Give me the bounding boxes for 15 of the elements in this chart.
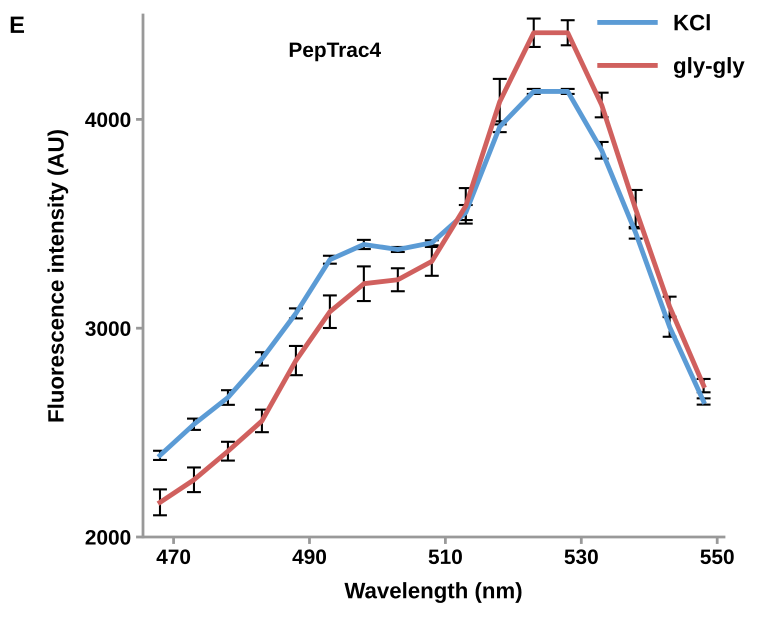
x-tick-label: 510	[428, 549, 462, 564]
line-series	[158, 88, 706, 458]
text: PepTrac4	[290, 42, 381, 62]
y-axis-title: Fluorescence intensity (AU)	[47, 130, 68, 422]
x-tick-label: 530	[564, 549, 598, 564]
text: E	[10, 16, 24, 33]
x-tick-label: 490	[292, 549, 326, 564]
y-tick-label: 2000	[86, 530, 130, 545]
x-axis-title: Wavelength (nm)	[344, 582, 522, 603]
legend-label: gly-gly	[674, 57, 745, 78]
legend-label: KCl	[674, 14, 710, 30]
x-tick-label: 550	[700, 549, 734, 564]
y-tick-label: 3000	[85, 321, 130, 336]
x-tick-label: 470	[156, 549, 190, 564]
y-tick-label: 4000	[85, 112, 130, 128]
